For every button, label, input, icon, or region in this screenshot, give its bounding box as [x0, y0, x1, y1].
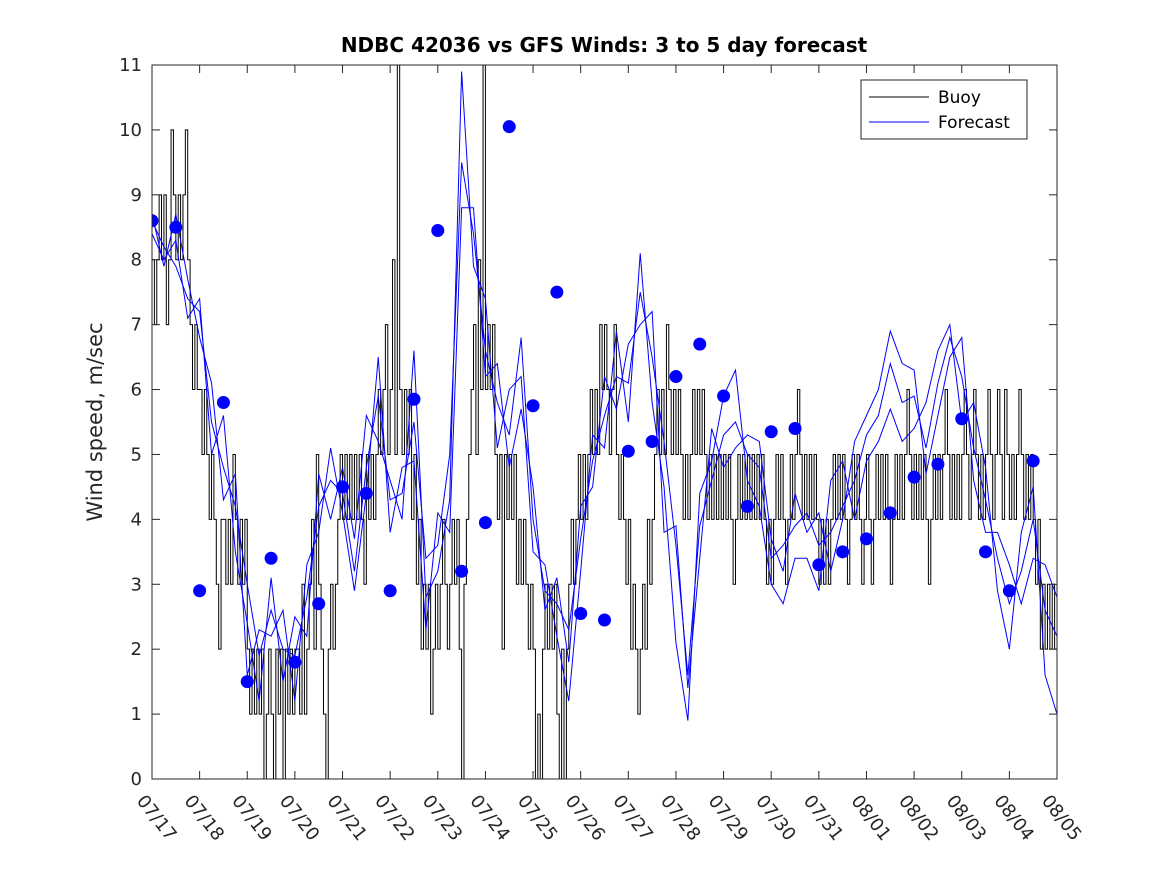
forecast-marker-37: [1002, 584, 1016, 598]
plot-background: [152, 65, 1057, 779]
y-axis-label: Wind speed, m/sec: [83, 322, 107, 521]
forecast-marker-22: [645, 434, 659, 448]
forecast-marker-7: [288, 655, 302, 669]
y-tick-label-10: 10: [119, 120, 142, 141]
y-tick-label-8: 8: [131, 250, 142, 271]
forecast-marker-12: [407, 392, 421, 406]
forecast-marker-2: [169, 220, 183, 234]
forecast-marker-29: [812, 558, 826, 572]
forecast-marker-34: [931, 457, 945, 471]
forecast-marker-10: [359, 486, 373, 500]
legend-label-forecast: Forecast: [938, 113, 1010, 133]
forecast-marker-38: [1026, 454, 1040, 468]
forecast-marker-8: [312, 597, 326, 611]
y-tick-label-4: 4: [131, 509, 142, 530]
legend: Buoy Forecast: [860, 79, 1028, 140]
y-tick-label-3: 3: [131, 574, 142, 595]
forecast-series-line-3: [152, 207, 1057, 702]
forecast-marker-14: [455, 564, 469, 578]
forecast-marker-28: [788, 421, 802, 435]
forecast-marker-33: [907, 470, 921, 484]
forecast-series-line-1: [152, 162, 1057, 676]
forecast-series-line-2: [152, 71, 1057, 721]
forecast-marker-24: [693, 337, 707, 351]
forecast-marker-15: [478, 516, 492, 530]
forecast-marker-36: [979, 545, 993, 559]
y-tick-label-5: 5: [131, 444, 142, 465]
forecast-marker-3: [193, 584, 207, 598]
legend-box: [860, 79, 1028, 140]
legend-label-buoy: Buoy: [938, 88, 981, 108]
forecast-marker-21: [621, 444, 635, 458]
forecast-marker-6: [264, 551, 278, 565]
forecast-marker-23: [669, 370, 683, 384]
forecast-marker-5: [240, 675, 254, 689]
forecast-marker-31: [859, 532, 873, 546]
y-tick-label-6: 6: [131, 380, 142, 401]
forecast-marker-11: [383, 584, 397, 598]
forecast-marker-1: [152, 214, 159, 228]
forecast-marker-19: [574, 606, 588, 620]
forecast-marker-26: [740, 499, 754, 513]
forecast-marker-17: [526, 399, 540, 413]
forecast-marker-25: [717, 389, 731, 403]
y-tick-label-1: 1: [131, 704, 142, 725]
forecast-marker-35: [955, 412, 969, 426]
forecast-marker-4: [216, 396, 230, 410]
chart-title: NDBC 42036 vs GFS Winds: 3 to 5 day fore…: [341, 33, 868, 57]
forecast-marker-30: [836, 545, 850, 559]
forecast-marker-9: [336, 480, 350, 494]
forecast-marker-27: [764, 425, 778, 439]
forecast-marker-20: [598, 613, 611, 627]
plot-area: [152, 65, 1057, 779]
forecast-marker-13: [431, 224, 445, 238]
y-tick-label-2: 2: [131, 639, 142, 660]
y-tick-label-9: 9: [131, 185, 142, 206]
y-tick-label-7: 7: [131, 315, 142, 336]
axes-box: [151, 64, 1058, 780]
y-tick-label-11: 11: [119, 55, 142, 76]
forecast-marker-32: [883, 506, 897, 520]
forecast-marker-16: [502, 120, 516, 134]
y-tick-label-0: 0: [131, 769, 142, 790]
forecast-marker-18: [550, 285, 564, 299]
